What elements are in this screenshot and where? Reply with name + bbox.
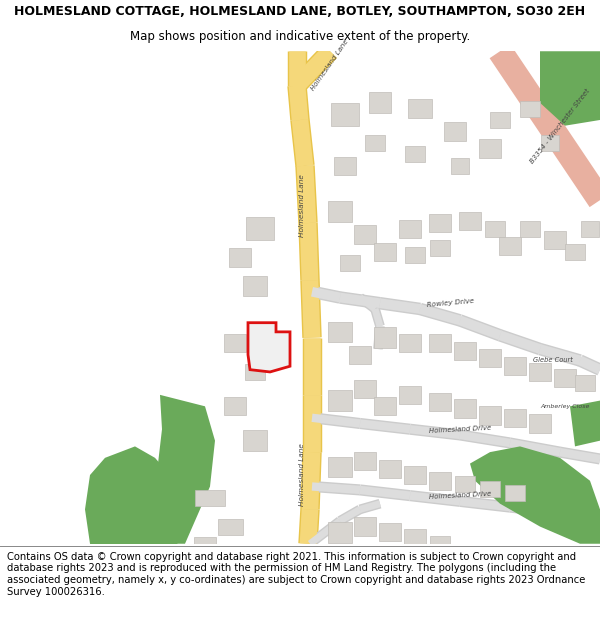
Bar (520, 221, 540, 237)
Text: Contains OS data © Crown copyright and database right 2021. This information is : Contains OS data © Crown copyright and d… (7, 552, 586, 597)
Bar (429, 472, 451, 490)
Bar (581, 221, 599, 237)
Bar (331, 102, 359, 126)
Polygon shape (570, 401, 600, 446)
Bar (479, 406, 501, 424)
Text: HOLMESLAND COTTAGE, HOLMESLAND LANE, BOTLEY, SOUTHAMPTON, SO30 2EH: HOLMESLAND COTTAGE, HOLMESLAND LANE, BOT… (14, 5, 586, 18)
Text: Glebe Court: Glebe Court (533, 357, 573, 364)
Bar (399, 219, 421, 238)
Bar (554, 369, 576, 387)
Bar (505, 486, 525, 501)
Bar (369, 92, 391, 113)
Bar (429, 334, 451, 352)
Text: Holmesland Lane: Holmesland Lane (299, 174, 305, 238)
Text: Amberley Close: Amberley Close (541, 404, 590, 409)
Bar (429, 214, 451, 232)
Bar (328, 321, 352, 342)
Bar (480, 481, 500, 497)
Bar (252, 340, 280, 365)
Bar (328, 522, 352, 542)
Bar (365, 135, 385, 151)
Bar (541, 135, 559, 151)
Bar (454, 342, 476, 361)
Bar (229, 248, 251, 267)
Bar (430, 536, 450, 552)
Bar (490, 112, 510, 128)
Bar (340, 255, 360, 271)
Bar (408, 99, 432, 118)
Bar (374, 397, 396, 416)
Polygon shape (248, 322, 290, 372)
Bar (194, 537, 216, 551)
Bar (224, 397, 246, 416)
Bar (575, 376, 595, 391)
Bar (224, 334, 246, 352)
Bar (520, 101, 540, 116)
Text: Rowley Drive: Rowley Drive (426, 298, 474, 308)
Bar (485, 221, 505, 237)
Bar (405, 247, 425, 263)
Bar (405, 146, 425, 162)
Bar (334, 157, 356, 175)
Bar (430, 240, 450, 256)
Bar (218, 519, 242, 534)
Bar (379, 523, 401, 541)
Bar (379, 460, 401, 479)
Bar (374, 242, 396, 261)
Bar (374, 328, 396, 348)
Bar (404, 529, 426, 547)
Bar (504, 357, 526, 376)
Bar (565, 244, 585, 260)
Polygon shape (115, 521, 180, 572)
Bar (504, 409, 526, 427)
Bar (459, 212, 481, 230)
Bar (529, 362, 551, 381)
Bar (354, 380, 376, 398)
Bar (246, 217, 274, 240)
Bar (245, 364, 265, 380)
Text: Holmesland Lane: Holmesland Lane (310, 39, 350, 91)
Bar (544, 231, 566, 249)
Text: Holmesland Drive: Holmesland Drive (428, 491, 491, 500)
Text: Holmesland Lane: Holmesland Lane (299, 444, 305, 506)
Polygon shape (85, 446, 165, 561)
Bar (195, 490, 225, 506)
Bar (451, 158, 469, 174)
Polygon shape (540, 51, 600, 126)
Bar (243, 276, 267, 296)
Bar (328, 457, 352, 478)
Bar (404, 466, 426, 484)
Polygon shape (470, 446, 600, 544)
Bar (354, 452, 376, 471)
Bar (243, 431, 267, 451)
Bar (399, 386, 421, 404)
Bar (429, 392, 451, 411)
Bar (354, 226, 376, 244)
Bar (479, 349, 501, 368)
Bar (328, 390, 352, 411)
Polygon shape (155, 395, 215, 544)
Bar (479, 139, 501, 158)
Bar (444, 122, 466, 141)
Bar (455, 476, 475, 492)
Bar (454, 399, 476, 418)
Bar (328, 201, 352, 222)
Text: Holmesland Drive: Holmesland Drive (428, 424, 491, 434)
Bar (499, 237, 521, 255)
Bar (529, 414, 551, 432)
Text: Map shows position and indicative extent of the property.: Map shows position and indicative extent… (130, 31, 470, 43)
Bar (354, 518, 376, 536)
Bar (399, 334, 421, 352)
Text: B3354 - Winchester Street: B3354 - Winchester Street (529, 88, 591, 164)
Bar (349, 346, 371, 364)
